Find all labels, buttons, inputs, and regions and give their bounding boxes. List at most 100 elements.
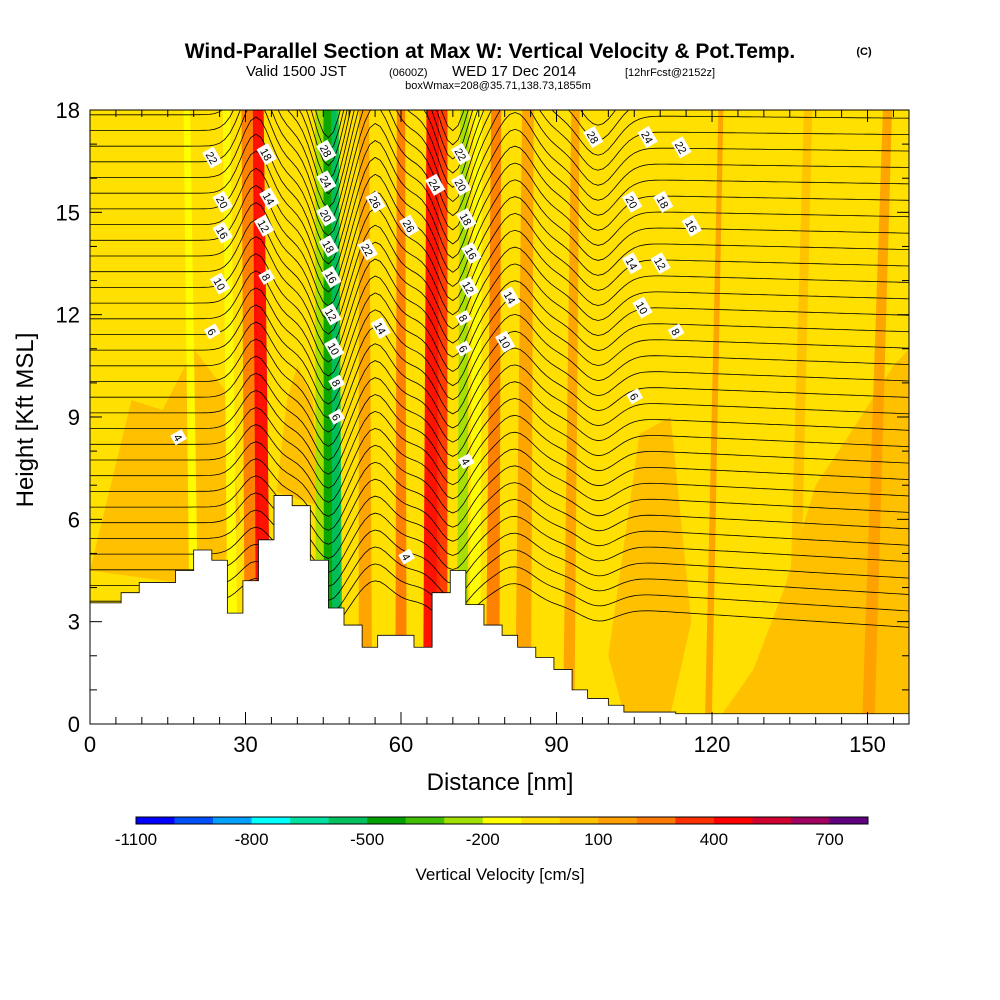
- svg-text:18: 18: [257, 147, 274, 164]
- svg-text:6: 6: [204, 327, 217, 338]
- plot-area: 4 6 10 16 20 22 18 14 12 8 28 24 20 18 16 12 10 8 6 26 22 14 2…: [90, 110, 909, 724]
- subtitle-forecast: [12hrFcst@2152z]: [625, 67, 715, 79]
- contour-label-43: 10: [632, 296, 653, 319]
- copyright-mark: (C): [856, 46, 872, 58]
- svg-text:12: 12: [322, 307, 339, 324]
- colorbar-swatch: [405, 817, 445, 824]
- contour-label-10: 28: [316, 139, 337, 162]
- x-tick-label: 150: [849, 732, 886, 757]
- theta-contour-30: [90, 110, 909, 209]
- y-tick-label: 18: [56, 98, 80, 123]
- y-axis-label: Height [Kft MSL]: [12, 333, 39, 508]
- contour-label-24: 24: [425, 173, 446, 196]
- colorbar-swatch: [328, 817, 368, 824]
- contour-label-30: 6: [455, 340, 473, 357]
- theta-contour-18: [90, 270, 909, 377]
- colorbar-swatch: [444, 817, 484, 824]
- theta-contour-14: [90, 338, 909, 433]
- colorbar-tick-label: 400: [700, 830, 728, 849]
- svg-text:18: 18: [654, 194, 671, 211]
- colorbar-swatch: [675, 817, 715, 824]
- colorbar-swatch: [521, 817, 561, 824]
- contour-label-44: 8: [667, 323, 685, 340]
- svg-text:8: 8: [259, 272, 272, 283]
- x-tick-label: 90: [544, 732, 568, 757]
- svg-text:12: 12: [255, 218, 272, 235]
- contour-label-6: 18: [256, 143, 277, 166]
- svg-text:12: 12: [651, 256, 668, 273]
- velocity-band-9: [422, 110, 441, 724]
- terrain-profile: [90, 495, 909, 724]
- colorbar-swatch: [559, 817, 599, 824]
- svg-text:6: 6: [329, 412, 342, 423]
- theta-contour-10: [90, 407, 909, 489]
- svg-text:16: 16: [322, 269, 339, 286]
- contour-label-2: 10: [209, 272, 231, 295]
- svg-text:4: 4: [171, 432, 184, 443]
- theta-contour-9: [90, 424, 909, 503]
- contour-label-4: 20: [212, 190, 233, 213]
- contour-label-39: 18: [653, 190, 674, 213]
- contour-label-7: 14: [259, 187, 280, 210]
- contour-label-12: 20: [316, 204, 337, 227]
- colorbar-swatch: [136, 817, 175, 824]
- velocity-band-1: [222, 110, 239, 724]
- colorbar-swatch: [174, 817, 214, 824]
- colorbar-title: Vertical Velocity [cm/s]: [415, 865, 584, 884]
- theta-contour-19: [90, 253, 909, 363]
- y-tick-label: 3: [68, 610, 80, 635]
- x-axis-label: Distance [nm]: [427, 769, 574, 796]
- svg-text:6: 6: [456, 344, 469, 355]
- svg-text:20: 20: [213, 194, 230, 211]
- velocity-band-18: [862, 110, 892, 724]
- x-axis: 0 30 60 90 120 150: [84, 110, 894, 757]
- contour-label-42: 12: [650, 252, 671, 275]
- contour-label-33: 4: [457, 453, 475, 470]
- box-wmax-label: boxWmax=208@35.71,138.73,1855m: [405, 80, 591, 92]
- contour-label-40: 16: [681, 214, 702, 237]
- colorbar-swatch: [713, 817, 753, 824]
- y-tick-label: 12: [56, 303, 80, 328]
- theta-contour-31: [90, 110, 909, 195]
- colorbar-swatch: [367, 817, 406, 824]
- theta-contour-27: [90, 116, 909, 251]
- svg-text:26: 26: [366, 194, 383, 211]
- colorbar-swatch: [636, 817, 676, 824]
- theta-contour-16: [90, 304, 909, 405]
- svg-text:8: 8: [456, 313, 469, 324]
- svg-text:24: 24: [638, 129, 655, 146]
- y-tick-label: 9: [68, 405, 80, 430]
- svg-text:10: 10: [633, 300, 650, 317]
- contour-label-1: 6: [203, 323, 221, 340]
- colorbar: -1100 -800 -500 -200 100 400 700: [115, 816, 869, 849]
- colorbar-swatch: [829, 817, 869, 824]
- svg-text:10: 10: [210, 276, 227, 293]
- colorbar-tick-label: -200: [466, 830, 500, 849]
- potential-temperature-contours: [90, 110, 909, 629]
- subtitle-zulu: (0600Z): [389, 67, 428, 79]
- contour-label-34: 4: [398, 548, 416, 565]
- contour-label-38: 20: [621, 190, 643, 213]
- svg-text:22: 22: [203, 150, 220, 167]
- contour-label-28: 12: [458, 276, 479, 299]
- contour-label-15: 12: [321, 303, 342, 326]
- theta-contour-12: [90, 372, 909, 461]
- contour-label-36: 24: [637, 125, 658, 149]
- theta-contour-29: [90, 110, 909, 223]
- theta-contour-4: [90, 509, 909, 573]
- svg-text:26: 26: [400, 218, 417, 235]
- colorbar-swatch: [213, 817, 252, 824]
- x-tick-label: 120: [694, 732, 731, 757]
- contour-label-35: 28: [583, 125, 604, 149]
- velocity-band-15: [562, 110, 580, 724]
- theta-contour-21: [90, 219, 909, 335]
- x-tick-label: 60: [389, 732, 413, 757]
- velocity-band-16: [704, 110, 724, 724]
- svg-text:14: 14: [260, 191, 277, 208]
- theta-contour-22: [90, 202, 909, 321]
- svg-text:18: 18: [457, 211, 474, 228]
- colorbar-tick-label: 700: [815, 830, 843, 849]
- y-tick-label: 0: [68, 712, 80, 737]
- contour-label-16: 10: [323, 337, 345, 360]
